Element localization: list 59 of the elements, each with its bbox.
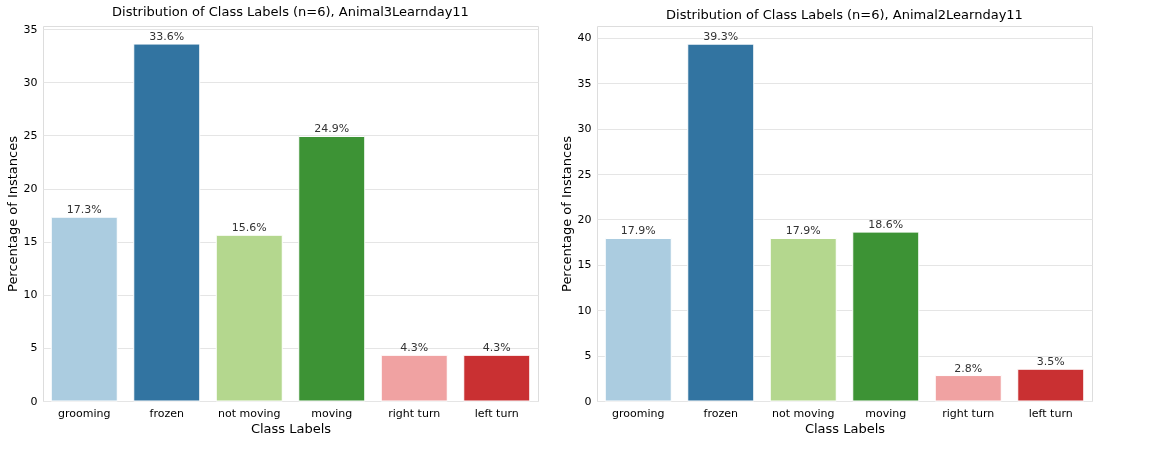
data-label: 2.8%	[954, 361, 983, 375]
y-tick-label: 0	[30, 394, 38, 408]
x-tick-label: moving	[311, 406, 353, 420]
x-tick-label: right turn	[388, 406, 441, 420]
y-tick-label: 35	[23, 22, 38, 36]
x-tick-label: not moving	[772, 406, 835, 420]
data-label: 18.6%	[868, 218, 904, 232]
bar	[298, 135, 366, 402]
y-tick-label: 25	[577, 167, 592, 181]
data-label: 17.9%	[620, 224, 656, 238]
bar	[380, 354, 448, 402]
bar	[215, 234, 283, 402]
bar	[463, 354, 531, 402]
y-tick-label: 15	[577, 258, 592, 272]
y-tick-label: 35	[577, 76, 592, 90]
bar	[133, 43, 201, 402]
x-tick-label: frozen	[703, 406, 738, 420]
data-label: 24.9%	[314, 122, 350, 136]
data-label: 4.3%	[482, 341, 511, 355]
y-tick-label: 15	[23, 235, 38, 249]
data-label: 15.6%	[231, 221, 267, 235]
bar	[1017, 368, 1085, 402]
data-label: 3.5%	[1036, 355, 1065, 369]
bar	[604, 237, 672, 402]
y-axis-title: Percentage of Instances	[558, 135, 574, 292]
y-tick-label: 10	[577, 303, 592, 317]
x-tick-label: left turn	[1028, 406, 1073, 420]
y-tick-label: 30	[23, 75, 38, 89]
y-tick-label: 5	[30, 341, 38, 355]
y-tick-label: 20	[23, 182, 38, 196]
bar	[852, 231, 920, 402]
x-axis-title: Class Labels	[804, 420, 886, 436]
data-label: 33.6%	[149, 30, 185, 44]
x-tick-label: right turn	[942, 406, 995, 420]
x-tick-label: left turn	[474, 406, 519, 420]
data-label: 17.3%	[66, 203, 102, 217]
x-tick-label: grooming	[58, 406, 111, 420]
data-label: 17.9%	[785, 224, 821, 238]
bar	[769, 237, 837, 402]
y-tick-label: 10	[23, 288, 38, 302]
bar	[687, 43, 755, 402]
bar	[934, 375, 1002, 402]
data-label: 39.3%	[703, 30, 739, 44]
bar	[50, 216, 118, 402]
y-tick-label: 20	[577, 212, 592, 226]
y-tick-label: 5	[584, 349, 592, 363]
y-axis-title: Percentage of Instances	[4, 135, 20, 292]
chart-title: Distribution of Class Labels (n=6), Animal2Learnday11	[666, 7, 1023, 22]
x-axis-title: Class Labels	[250, 420, 332, 436]
data-label: 4.3%	[400, 341, 429, 355]
x-tick-label: not moving	[218, 406, 281, 420]
y-tick-label: 30	[577, 122, 592, 136]
y-tick-label: 25	[23, 128, 38, 142]
y-tick-label: 40	[577, 31, 592, 45]
x-tick-label: grooming	[612, 406, 665, 420]
x-tick-label: frozen	[149, 406, 184, 420]
chart-title: Distribution of Class Labels (n=6), Animal3Learnday11	[112, 4, 469, 20]
y-tick-label: 0	[584, 394, 592, 408]
x-tick-label: moving	[865, 406, 907, 420]
